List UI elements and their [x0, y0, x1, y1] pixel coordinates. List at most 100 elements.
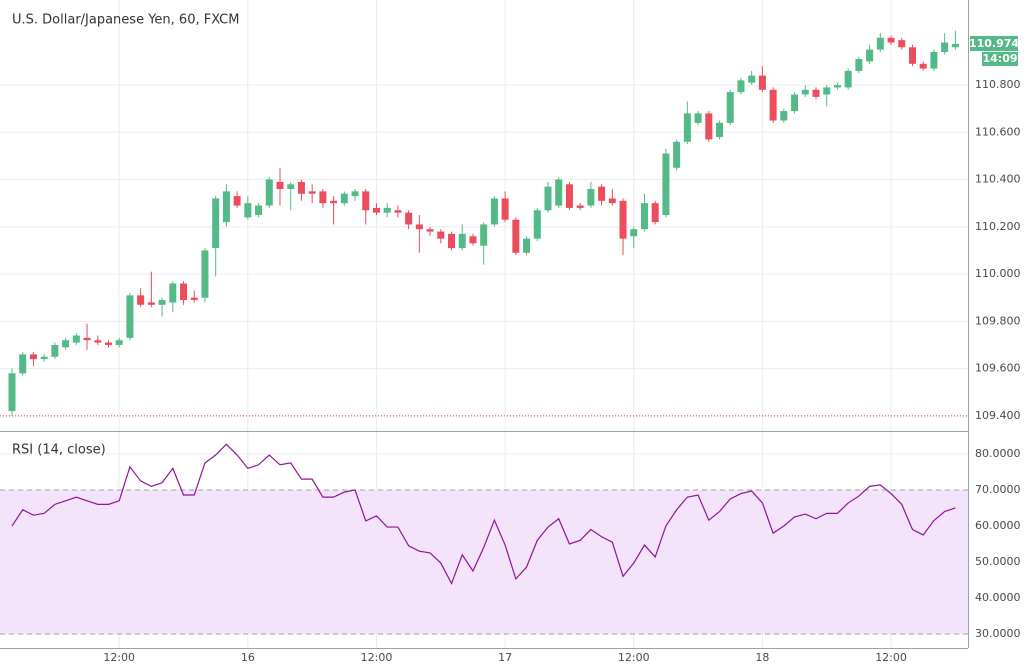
y-tick-label: 60.0000 [975, 519, 1021, 532]
candle-body [448, 233, 456, 249]
candle-body [169, 283, 177, 303]
candle-body [919, 63, 927, 69]
candle-body [405, 212, 413, 225]
candle-body [791, 94, 799, 112]
candle-body [372, 207, 380, 213]
candle-body [458, 233, 466, 249]
candle-body [941, 42, 949, 52]
candle-body [276, 181, 284, 190]
x-tick-label: 12:00 [103, 651, 135, 664]
candle-body [137, 295, 145, 305]
y-tick-label: 40.0000 [975, 591, 1021, 604]
candle-body [866, 49, 874, 62]
timer-tag [982, 51, 1018, 66]
candle-body [951, 43, 959, 48]
chart-title: U.S. Dollar/Japanese Yen, 60, FXCM [12, 13, 239, 28]
candle-body [640, 203, 648, 230]
y-tick-label: 110.600 [975, 125, 1021, 138]
candle-body [898, 40, 906, 48]
x-tick-label: 12:00 [361, 651, 393, 664]
candle-body [737, 80, 745, 93]
candle-body [823, 87, 831, 95]
candle-body [308, 191, 316, 194]
candle-body [297, 181, 305, 194]
candle-body [351, 191, 359, 197]
candle-body [801, 89, 809, 95]
candle-body [469, 236, 477, 244]
rsi-line [11, 443, 956, 586]
candle-body [51, 344, 59, 357]
candle-body [501, 198, 509, 220]
candle-body [930, 51, 938, 69]
x-tick-label: 18 [755, 651, 769, 664]
candle-body [287, 184, 295, 190]
y-tick-label: 109.800 [975, 314, 1021, 327]
candle-body [694, 113, 702, 123]
candle-body [29, 354, 37, 360]
candle-body [147, 302, 155, 305]
candle-body [383, 207, 391, 213]
candle-body [812, 89, 820, 97]
candle-body [533, 210, 541, 239]
candle-body [512, 219, 520, 253]
candle-body [233, 196, 241, 206]
candle-body [415, 224, 423, 230]
candle-body [480, 224, 488, 246]
candle-body [255, 205, 263, 215]
candle-body [587, 189, 595, 206]
candle-body [673, 141, 681, 168]
candle-body [769, 89, 777, 121]
x-tick-label: 12:00 [618, 651, 650, 664]
candle-body [748, 75, 756, 83]
y-tick-label: 110.200 [975, 220, 1021, 233]
y-tick-label: 110.400 [975, 173, 1021, 186]
candle-body [426, 229, 434, 232]
y-tick-label: 50.0000 [975, 555, 1021, 568]
candle-body [319, 191, 327, 204]
candle-body [876, 37, 884, 50]
y-tick-label: 30.0000 [975, 627, 1021, 640]
y-tick-label: 110.000 [975, 267, 1021, 280]
candle-body [83, 337, 91, 341]
candle-body [844, 70, 852, 88]
candle-body [72, 335, 80, 343]
last-price-tag [970, 35, 1018, 51]
candle-body [523, 238, 531, 253]
y-tick-label: 80.0000 [975, 447, 1021, 460]
candle-body [437, 231, 445, 239]
candle-body [683, 113, 691, 142]
x-tick-label: 12:00 [875, 651, 907, 664]
candle-body [222, 191, 230, 223]
candle-body [555, 179, 563, 206]
candle-body [94, 340, 102, 343]
candle-body [104, 342, 112, 345]
candle-body [394, 210, 402, 213]
y-tick-label: 70.0000 [975, 483, 1021, 496]
candle-body [265, 179, 273, 206]
candle-body [8, 373, 16, 412]
rsi-title: RSI (14, close) [12, 443, 106, 458]
y-tick-label: 110.800 [975, 78, 1021, 91]
candle-body [158, 300, 166, 305]
candle-body [340, 193, 348, 204]
candle-body [115, 340, 123, 345]
candle-body [608, 198, 616, 204]
candle-body [855, 59, 863, 71]
candle-body [758, 75, 766, 90]
candle-body [908, 47, 916, 64]
x-tick-label: 17 [498, 651, 512, 664]
candle-body [619, 200, 627, 239]
candle-body [630, 229, 638, 237]
candle-body [19, 354, 27, 374]
candle-body [598, 186, 606, 201]
candle-body [726, 92, 734, 123]
candle-body [887, 37, 895, 43]
candle-body [62, 340, 70, 348]
candle-body [201, 250, 209, 298]
candle-body [833, 85, 841, 88]
candle-body [662, 153, 670, 215]
rsi-band [0, 489, 968, 634]
candle-body [362, 191, 370, 211]
candle-body [40, 356, 48, 360]
